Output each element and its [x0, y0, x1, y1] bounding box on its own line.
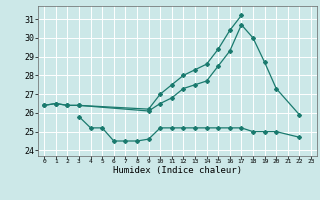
X-axis label: Humidex (Indice chaleur): Humidex (Indice chaleur)	[113, 166, 242, 175]
